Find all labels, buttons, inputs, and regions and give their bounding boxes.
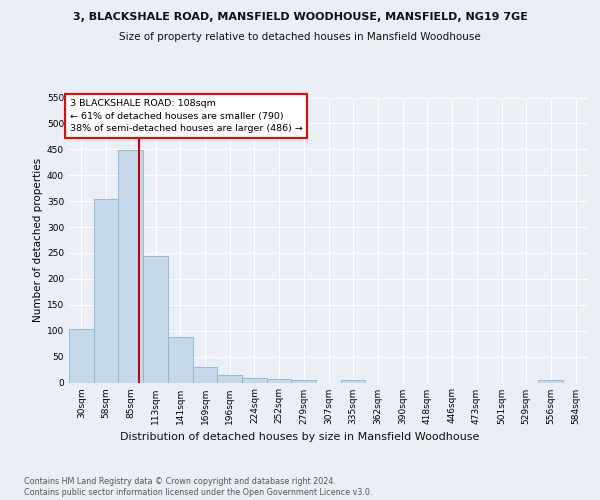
Bar xyxy=(118,150,143,382)
Bar xyxy=(217,375,242,382)
Bar xyxy=(341,380,365,382)
Text: Size of property relative to detached houses in Mansfield Woodhouse: Size of property relative to detached ho… xyxy=(119,32,481,42)
Bar xyxy=(242,378,267,382)
Bar xyxy=(291,380,316,382)
Bar xyxy=(143,256,168,382)
Bar xyxy=(193,367,217,382)
Text: Distribution of detached houses by size in Mansfield Woodhouse: Distribution of detached houses by size … xyxy=(121,432,479,442)
Bar xyxy=(267,380,291,382)
Bar xyxy=(94,199,118,382)
Text: Contains HM Land Registry data © Crown copyright and database right 2024.
Contai: Contains HM Land Registry data © Crown c… xyxy=(24,478,373,497)
Bar xyxy=(168,337,193,382)
Y-axis label: Number of detached properties: Number of detached properties xyxy=(33,158,43,322)
Bar xyxy=(538,380,563,382)
Text: 3 BLACKSHALE ROAD: 108sqm
← 61% of detached houses are smaller (790)
38% of semi: 3 BLACKSHALE ROAD: 108sqm ← 61% of detac… xyxy=(70,99,303,133)
Text: 3, BLACKSHALE ROAD, MANSFIELD WOODHOUSE, MANSFIELD, NG19 7GE: 3, BLACKSHALE ROAD, MANSFIELD WOODHOUSE,… xyxy=(73,12,527,22)
Bar xyxy=(69,329,94,382)
